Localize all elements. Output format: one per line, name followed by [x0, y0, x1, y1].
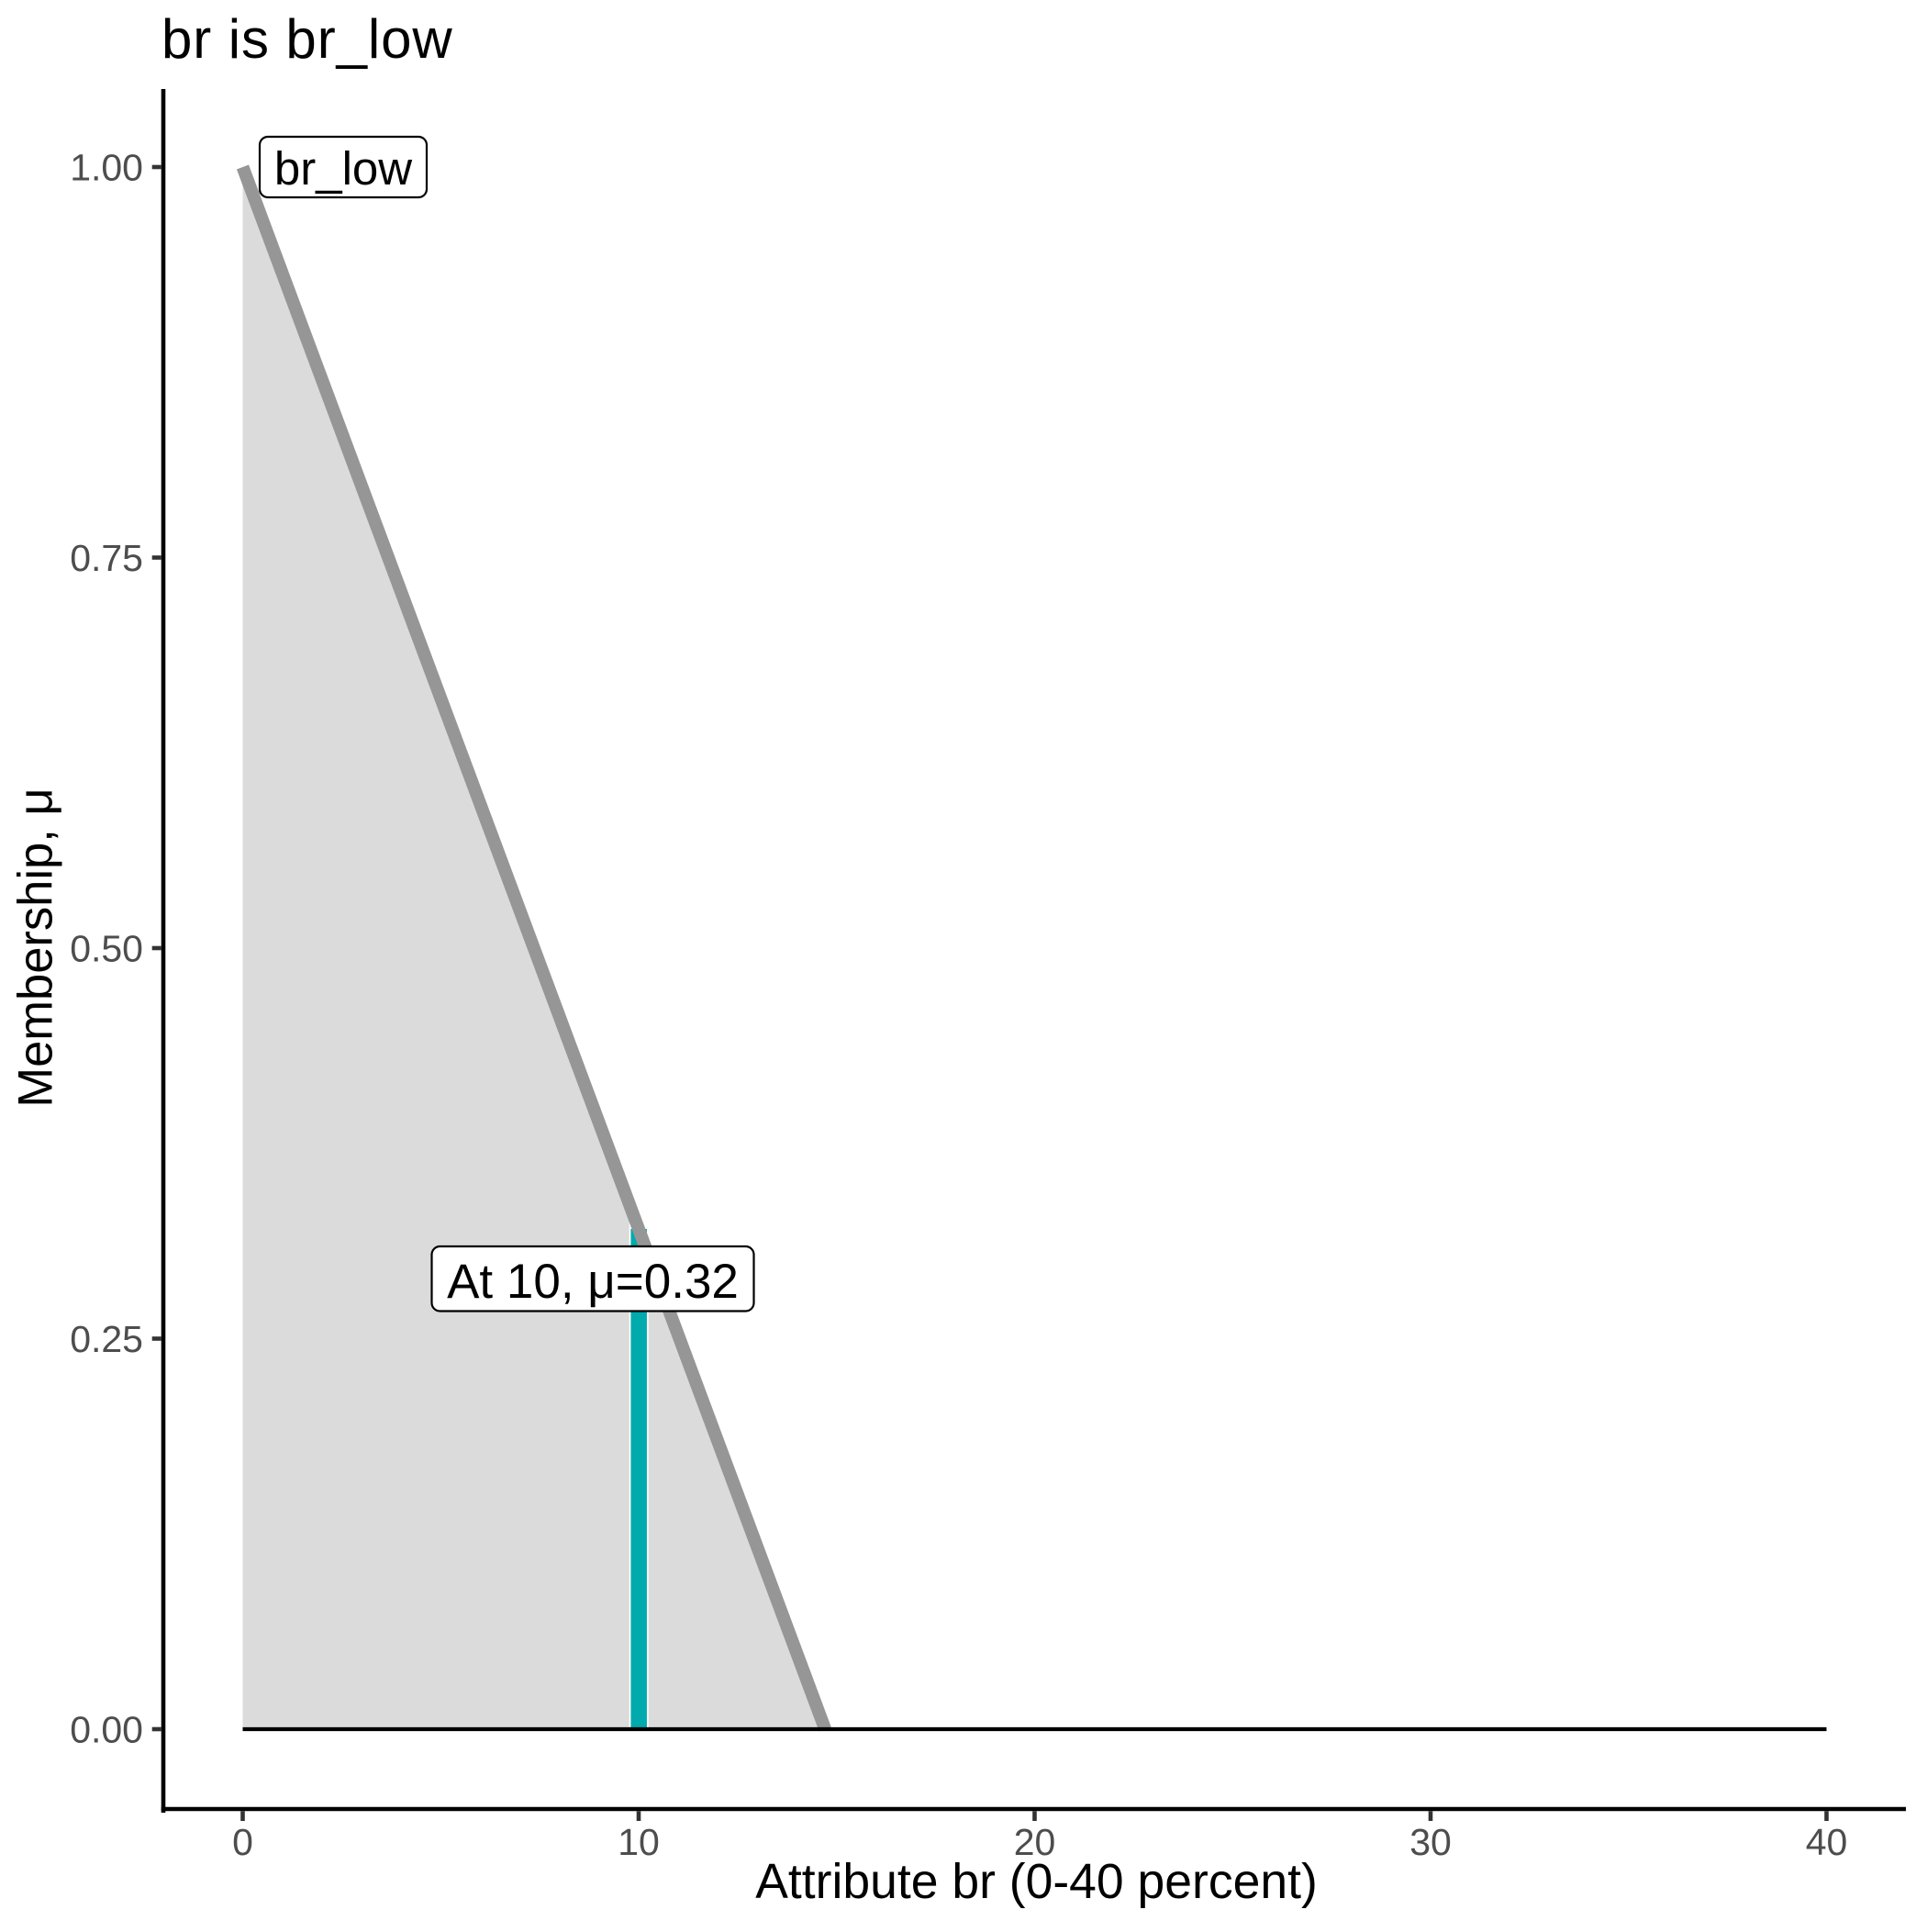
svg-text:0.00: 0.00 — [70, 1709, 143, 1751]
svg-text:40: 40 — [1806, 1821, 1848, 1863]
svg-text:Membership, μ: Membership, μ — [9, 787, 63, 1107]
svg-text:0: 0 — [232, 1821, 253, 1863]
svg-text:1.00: 1.00 — [70, 147, 143, 189]
svg-text:At 10, μ=0.32: At 10, μ=0.32 — [447, 1255, 739, 1309]
svg-text:0.75: 0.75 — [70, 537, 143, 579]
svg-text:10: 10 — [618, 1821, 660, 1863]
svg-text:br_low: br_low — [274, 142, 412, 195]
svg-text:0.50: 0.50 — [70, 928, 143, 970]
svg-text:0.25: 0.25 — [70, 1318, 143, 1360]
svg-text:Attribute br (0-40 percent): Attribute br (0-40 percent) — [755, 1855, 1318, 1909]
svg-text:30: 30 — [1409, 1821, 1452, 1863]
svg-text:20: 20 — [1014, 1821, 1056, 1863]
svg-text:br is br_low: br is br_low — [162, 8, 453, 70]
